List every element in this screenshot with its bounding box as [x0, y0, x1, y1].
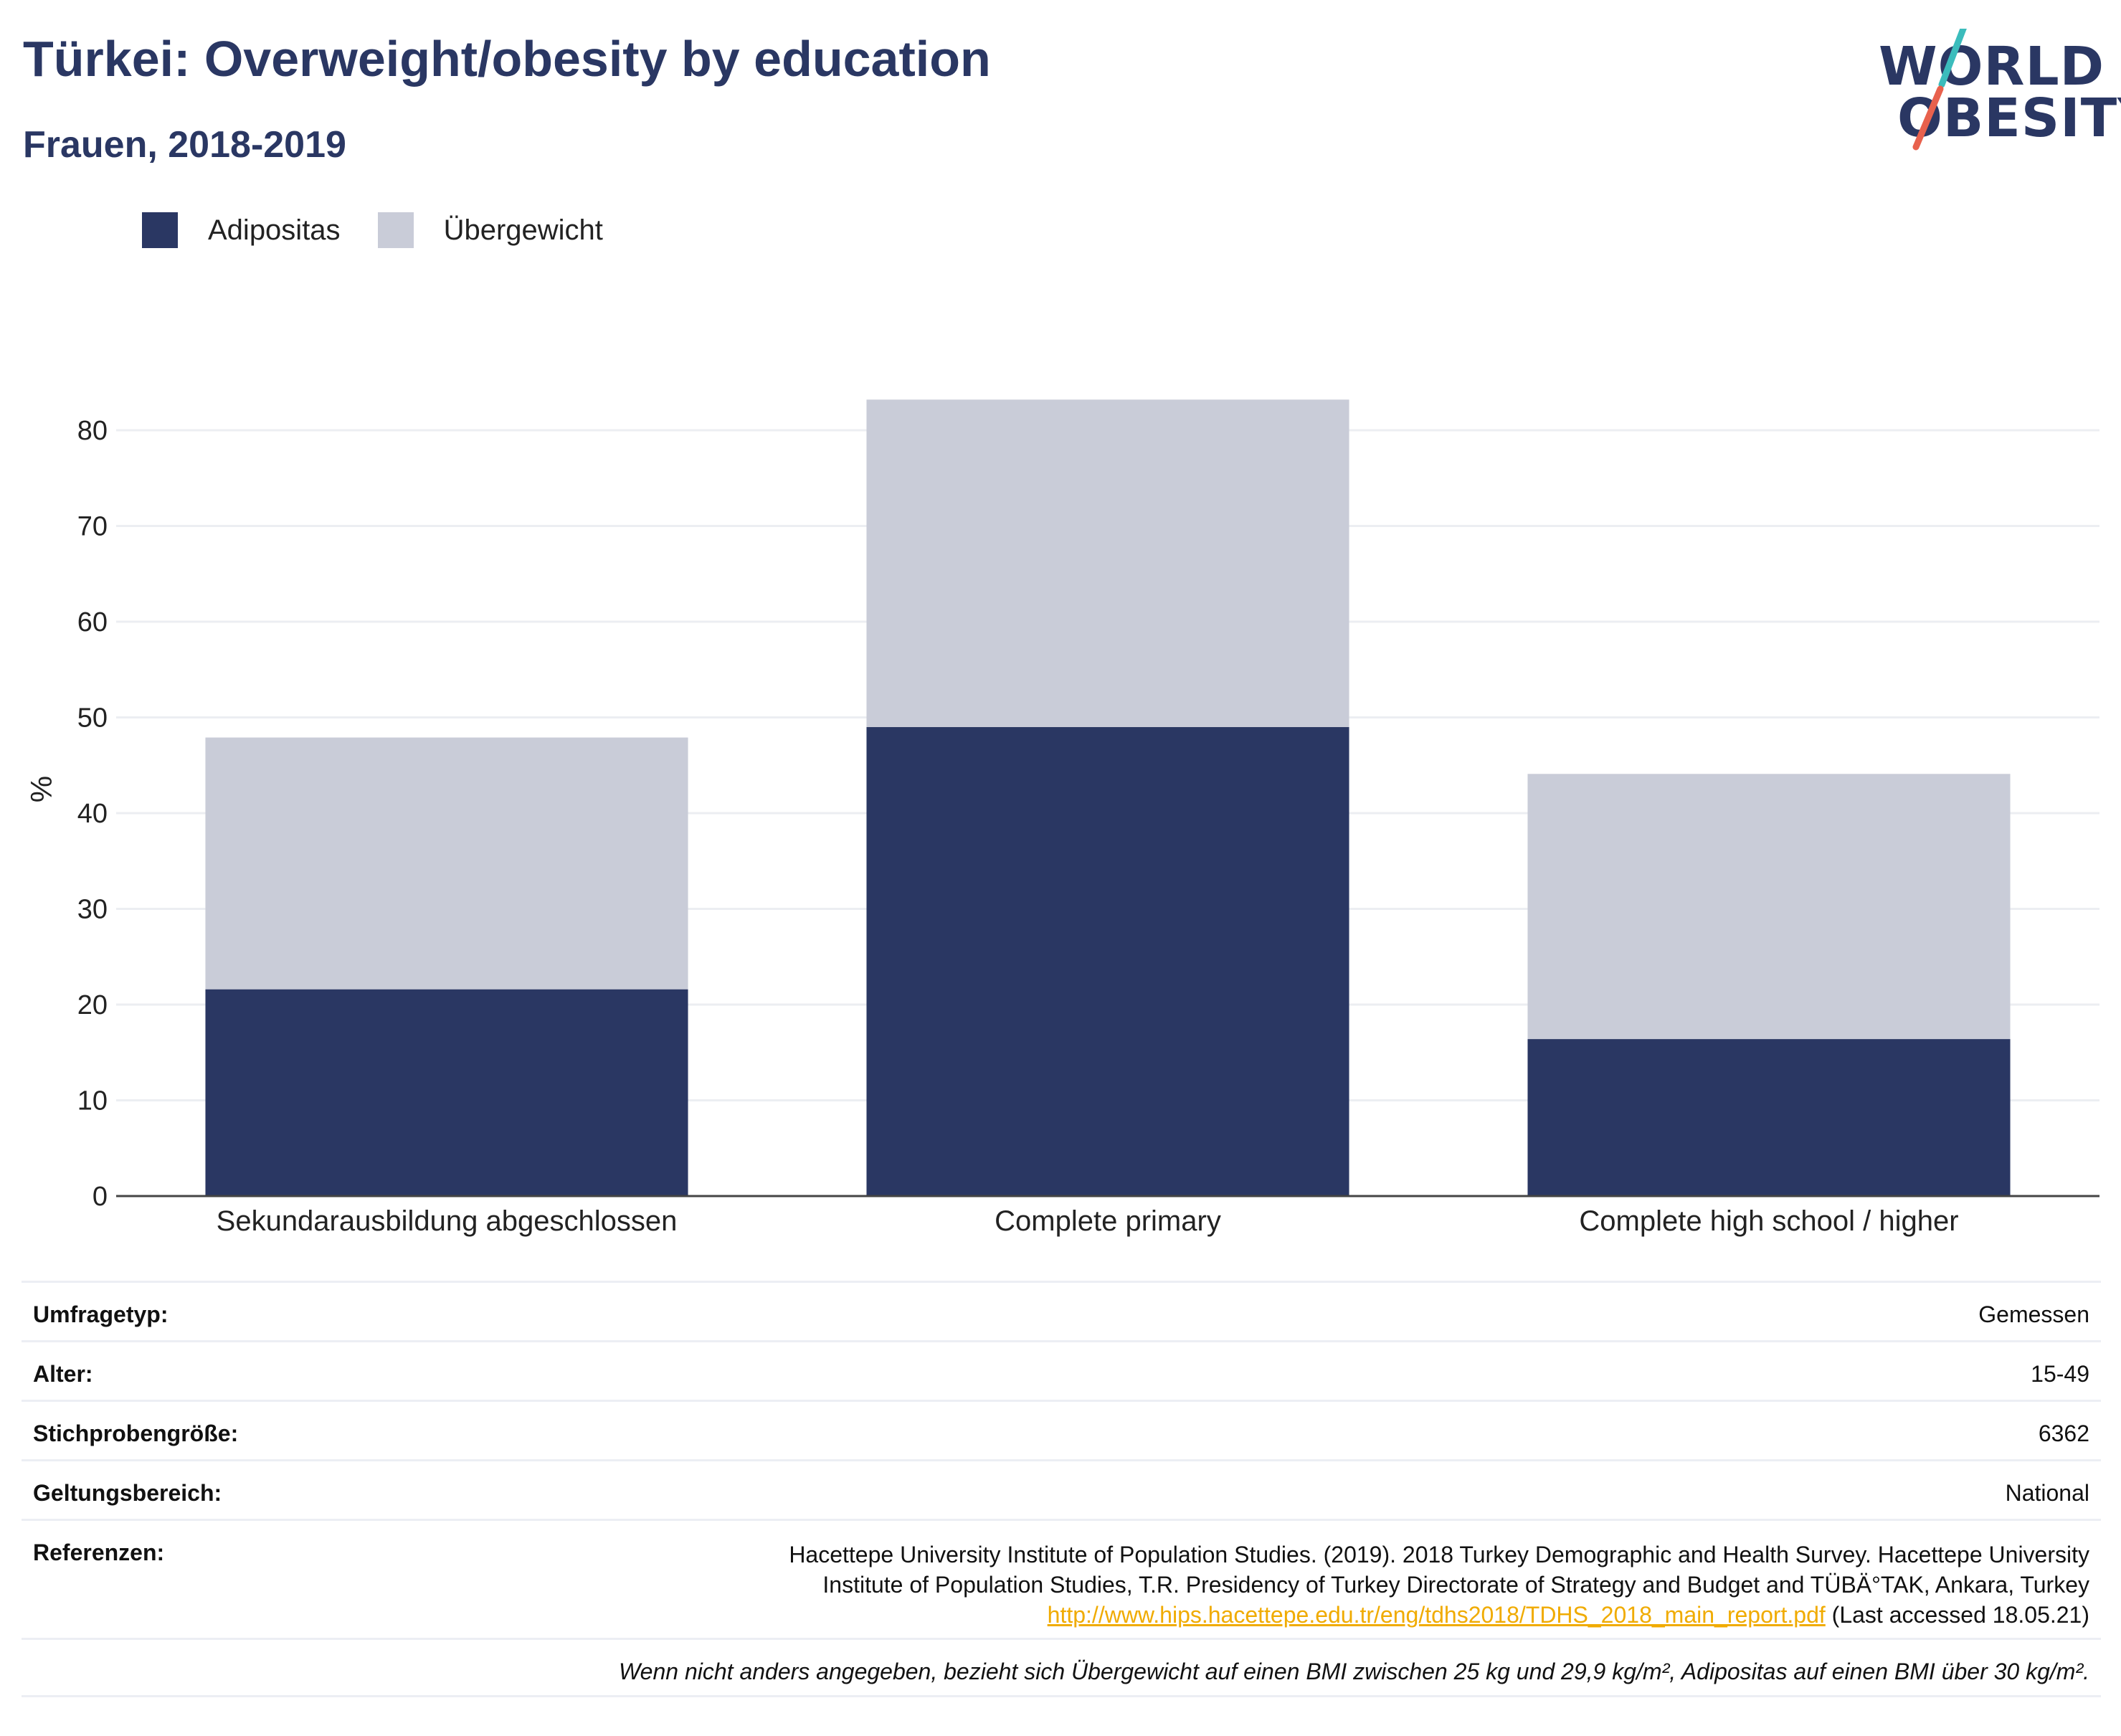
y-tick-label: 40: [77, 799, 108, 829]
x-tick-label: Complete high school / higher: [1579, 1205, 1958, 1237]
scope-value: National: [2005, 1480, 2089, 1506]
chart-title: Türkei: Overweight/obesity by education: [23, 31, 991, 87]
bar-chart: 0 10 20 30 40 50 60 70 80% Sekundarausbildung abg…: [24, 399, 2099, 1237]
y-tick-label: 30: [77, 895, 108, 925]
x-tick-label: Sekundarausbildung abgeschlossen: [217, 1205, 678, 1237]
table-bottom-border: [22, 1695, 2101, 1697]
legend-swatch-overweight: [377, 212, 414, 248]
survey-type-label: Umfragetyp:: [33, 1301, 169, 1327]
bar-obesity: [866, 726, 1349, 1196]
logo-slash-icon: [1912, 29, 1967, 151]
legend-label-overweight: Übergewicht: [443, 214, 603, 246]
reference-accessed: (Last accessed 18.05.21): [1825, 1602, 2089, 1628]
bar-overweight: [866, 399, 1349, 727]
info-row-note: Wenn nicht anders angegeben, bezieht sic…: [22, 1638, 2101, 1695]
legend-item-obesity[interactable]: Adipositas: [142, 212, 341, 248]
legend-item-overweight[interactable]: Übergewicht: [377, 212, 603, 248]
world-obesity-logo[interactable]: WORLD OBESITY: [1864, 29, 2121, 158]
info-row-references: Referenzen: Hacettepe University Institu…: [22, 1519, 2101, 1638]
scope-label: Geltungsbereich:: [33, 1480, 222, 1506]
bmi-note: Wenn nicht anders angegeben, bezieht sic…: [619, 1659, 2089, 1684]
sample-size-label: Stichprobengröße:: [33, 1420, 239, 1446]
sample-size-value: 6362: [2038, 1420, 2089, 1446]
info-row-survey-type: Umfragetyp: Gemessen: [22, 1281, 2101, 1340]
info-row-scope: Geltungsbereich: National: [22, 1459, 2101, 1519]
y-tick-label: 0: [92, 1182, 108, 1212]
bar-obesity: [205, 989, 688, 1196]
x-tick-label: Complete primary: [995, 1205, 1221, 1237]
reference-line-3: http://www.hips.hacettepe.edu.tr/eng/tdh…: [789, 1600, 2089, 1630]
chart-legend: Adipositas Übergewicht: [142, 212, 640, 248]
survey-info-table: Umfragetyp: Gemessen Alter: 15-49 Stichp…: [22, 1281, 2101, 1697]
logo-text-world: WORLD: [1879, 36, 2105, 98]
info-row-age: Alter: 15-49: [22, 1340, 2101, 1400]
y-tick-label: 60: [77, 607, 108, 637]
y-tick-label: 20: [77, 990, 108, 1020]
y-tick-label: 10: [77, 1086, 108, 1116]
legend-label-obesity: Adipositas: [208, 214, 341, 246]
age-value: 15-49: [2031, 1361, 2089, 1387]
survey-type-value: Gemessen: [1978, 1301, 2089, 1327]
info-row-sample-size: Stichprobengröße: 6362: [22, 1400, 2101, 1459]
y-axis-label: %: [24, 776, 58, 802]
y-tick-label: 80: [77, 416, 108, 446]
reference-line-1: Hacettepe University Institute of Popula…: [789, 1542, 2089, 1567]
references-value: Hacettepe University Institute of Popula…: [789, 1540, 2089, 1630]
reference-link[interactable]: http://www.hips.hacettepe.edu.tr/eng/tdh…: [1047, 1602, 1826, 1628]
y-tick-label: 70: [77, 512, 108, 542]
bar-obesity: [1527, 1039, 2011, 1196]
legend-swatch-obesity: [142, 212, 178, 248]
references-label: Referenzen:: [33, 1540, 165, 1565]
age-label: Alter:: [33, 1361, 93, 1387]
y-tick-label: 50: [77, 703, 108, 734]
bar-overweight: [205, 737, 688, 990]
chart-subtitle: Frauen, 2018-2019: [23, 124, 346, 166]
reference-line-2: Institute of Population Studies, T.R. Pr…: [822, 1572, 2089, 1598]
bar-overweight: [1527, 774, 2011, 1040]
